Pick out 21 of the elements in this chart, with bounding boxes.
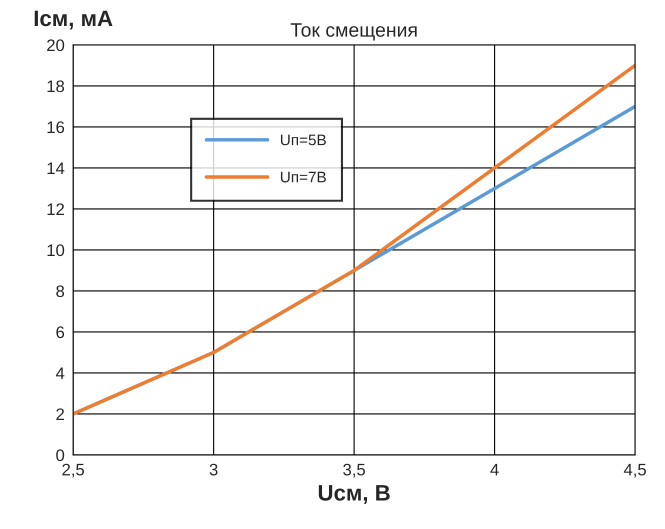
y-tick-label: 12 (48, 203, 64, 215)
legend-label: Uп=7В (280, 172, 326, 182)
x-tick-label: 2,5 (62, 464, 84, 478)
y-tick-label: 16 (48, 121, 64, 134)
x-tick-label: 4,5 (624, 464, 646, 478)
x-tick-label: 3,5 (343, 464, 365, 478)
x-axis-title: Uсм, В (318, 485, 390, 504)
y-tick-label: 2 (56, 408, 64, 420)
x-tick-label: 3 (210, 464, 218, 476)
y-tick-label: 20 (47, 39, 64, 52)
y-tick-label: 4 (56, 368, 64, 379)
y-tick-label: 10 (48, 244, 64, 256)
y-tick-label: 14 (48, 162, 64, 174)
legend-label: Uп=5В (280, 134, 326, 146)
y-tick-label: 6 (56, 326, 64, 338)
y-tick-label: 0 (56, 449, 64, 462)
chart-title: Ток смещения (290, 23, 417, 41)
y-axis-title: Iсм, мА (34, 10, 112, 30)
x-tick-label: 4 (490, 464, 499, 476)
y-tick-label: 18 (48, 80, 64, 92)
y-tick-label: 8 (56, 285, 64, 298)
